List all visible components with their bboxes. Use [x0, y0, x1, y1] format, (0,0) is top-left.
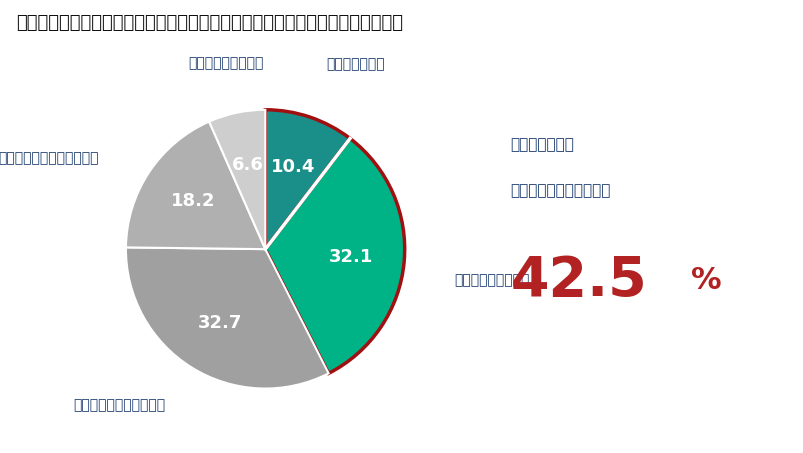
Text: 「あてはまらない」: 「あてはまらない」	[189, 56, 263, 70]
Wedge shape	[265, 110, 349, 249]
Wedge shape	[126, 121, 265, 249]
Wedge shape	[126, 247, 328, 389]
Text: 10.4: 10.4	[271, 158, 315, 176]
Text: 「あてはまる」: 「あてはまる」	[326, 57, 385, 71]
Wedge shape	[265, 139, 404, 373]
Text: 従業員のキャリアに関する対話は基本的には現場の中間管理職にほぼ任せている: 従業員のキャリアに関する対話は基本的には現場の中間管理職にほぼ任せている	[16, 14, 402, 32]
Text: %: %	[691, 266, 721, 295]
Text: 42.5: 42.5	[510, 254, 646, 308]
Text: 32.7: 32.7	[198, 313, 242, 332]
Text: 「ややあてはまる」の計: 「ややあてはまる」の計	[510, 183, 610, 198]
Text: 「ややあてはまる」: 「ややあてはまる」	[454, 273, 529, 287]
Text: 32.1: 32.1	[328, 248, 373, 266]
Text: 「あてはまる」: 「あてはまる」	[510, 137, 573, 153]
Text: 6.6: 6.6	[231, 155, 263, 173]
Wedge shape	[209, 110, 265, 249]
Text: 「どちらともいえない」: 「どちらともいえない」	[73, 398, 165, 412]
Text: 18.2: 18.2	[171, 193, 215, 211]
Text: 「あまりあてはまらない」: 「あまりあてはまらない」	[0, 151, 99, 165]
